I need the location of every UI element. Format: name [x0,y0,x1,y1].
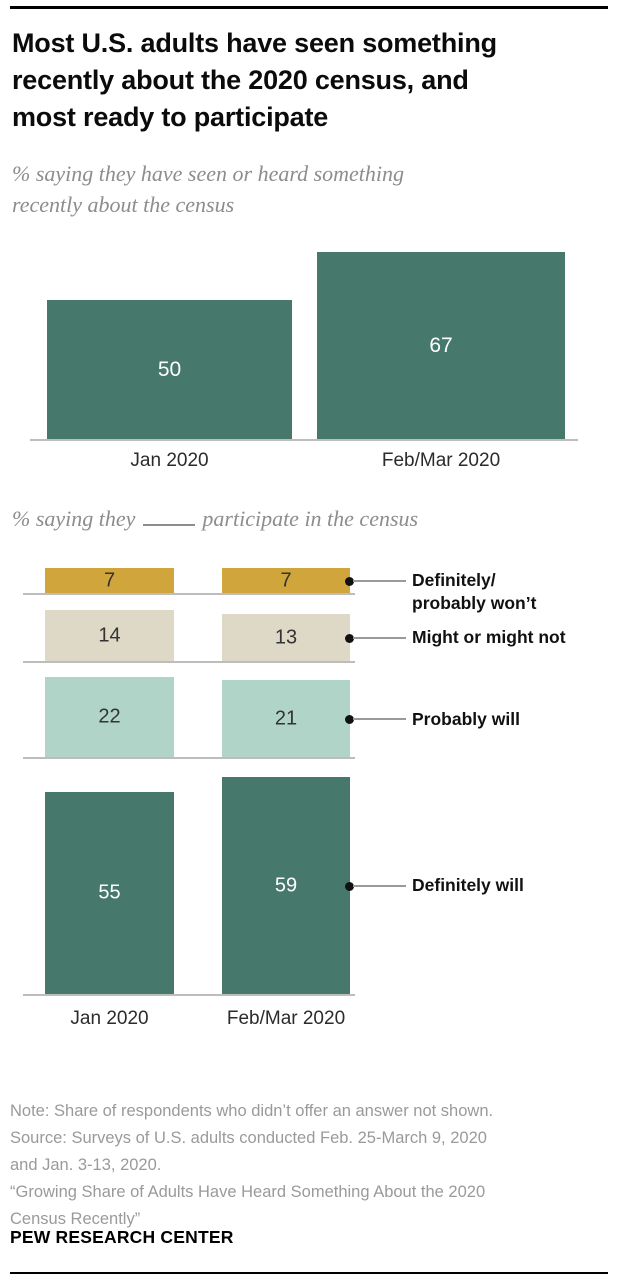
chart2-bar-value: 55 [98,881,121,904]
chart1-bar [317,252,565,440]
chart1-subtitle-line: recently about the census [12,192,235,217]
leader-line [353,884,406,887]
chart1-bar [47,300,292,440]
chart2-bar [222,567,350,594]
chart1-axis-label: Jan 2020 [130,450,209,471]
title-line: recently about the 2020 census, and [12,65,469,95]
chart2-bar-value: 7 [103,569,116,592]
chart2-subtitle-suffix: participate in the census [202,506,419,531]
series-label: Definitely will [412,874,524,897]
chart2-bar-value: 22 [98,705,121,728]
note-line: and Jan. 3-13, 2020. [10,1156,162,1174]
leader-dot [345,881,354,891]
leader-line [353,718,406,721]
chart2-bar [45,610,174,662]
leader-dot [345,576,354,586]
series-label-line: Definitely/ [412,570,496,591]
series-label: Probably will [412,708,520,731]
note-line: Source: Surveys of U.S. adults conducted… [10,1129,487,1147]
chart2-bar-value: 14 [98,624,121,647]
chart2-subtitle-prefix: % saying they [12,506,136,531]
chart2-bar [222,613,350,662]
top-rule [10,6,608,9]
note-text: Note: Share of respondents who didn’t of… [10,1098,610,1233]
blank-underscore [143,524,196,526]
chart1-bar-value: 50 [157,358,182,381]
series-label-line: probably won’t [412,593,537,614]
chart2-subtitle: % saying they participate in the census [12,503,602,534]
chart1-bar-value: 67 [429,334,453,358]
chart2-row-baseline [23,592,355,595]
chart2-axis-label: Jan 2020 [70,1008,149,1029]
chart2-bar [45,676,174,758]
chart1-subtitle-line: % saying they have seen or heard somethi… [12,161,405,186]
pew-research-center-label: PEW RESEARCH CENTER [10,1227,234,1247]
page-title: Most U.S. adults have seen something rec… [12,25,608,136]
chart2-bar-value: 13 [274,626,298,649]
leader-line [353,579,406,582]
chart2-bar [45,567,174,594]
chart2-row-baseline [23,994,355,996]
chart2-row-baseline [23,661,355,663]
chart2-bar [222,680,350,758]
note-line: “Growing Share of Adults Have Heard Some… [10,1183,486,1201]
title-line: Most U.S. adults have seen something [12,28,497,58]
chart1-axis-label: Feb/Mar 2020 [381,450,501,471]
chart2-bar-value: 21 [274,707,298,730]
chart2-bar-value: 59 [274,874,298,897]
chart2-bar [222,776,350,995]
leader-dot [345,715,354,725]
series-label-line: Probably will [412,708,520,729]
series-label-line: Might or might not [412,627,566,648]
leader-dot [345,633,354,643]
chart2-bar-value: 7 [280,569,292,592]
title-line: most ready to participate [12,102,329,132]
series-label: Definitely/probably won’t [412,569,536,615]
chart2-row-baseline [23,757,355,759]
chart1-subtitle: % saying they have seen or heard somethi… [12,158,572,220]
chart2-bar [45,791,174,995]
series-label-line: Definitely will [412,875,524,896]
leader-line [353,636,406,639]
bottom-rule [10,1272,608,1274]
chart2-axis-label: Feb/Mar 2020 [226,1008,346,1029]
series-label: Might or might not [412,626,566,649]
note-line: Note: Share of respondents who didn’t of… [10,1102,494,1120]
chart1-baseline [30,439,578,441]
note-line: Census Recently” [10,1210,141,1228]
